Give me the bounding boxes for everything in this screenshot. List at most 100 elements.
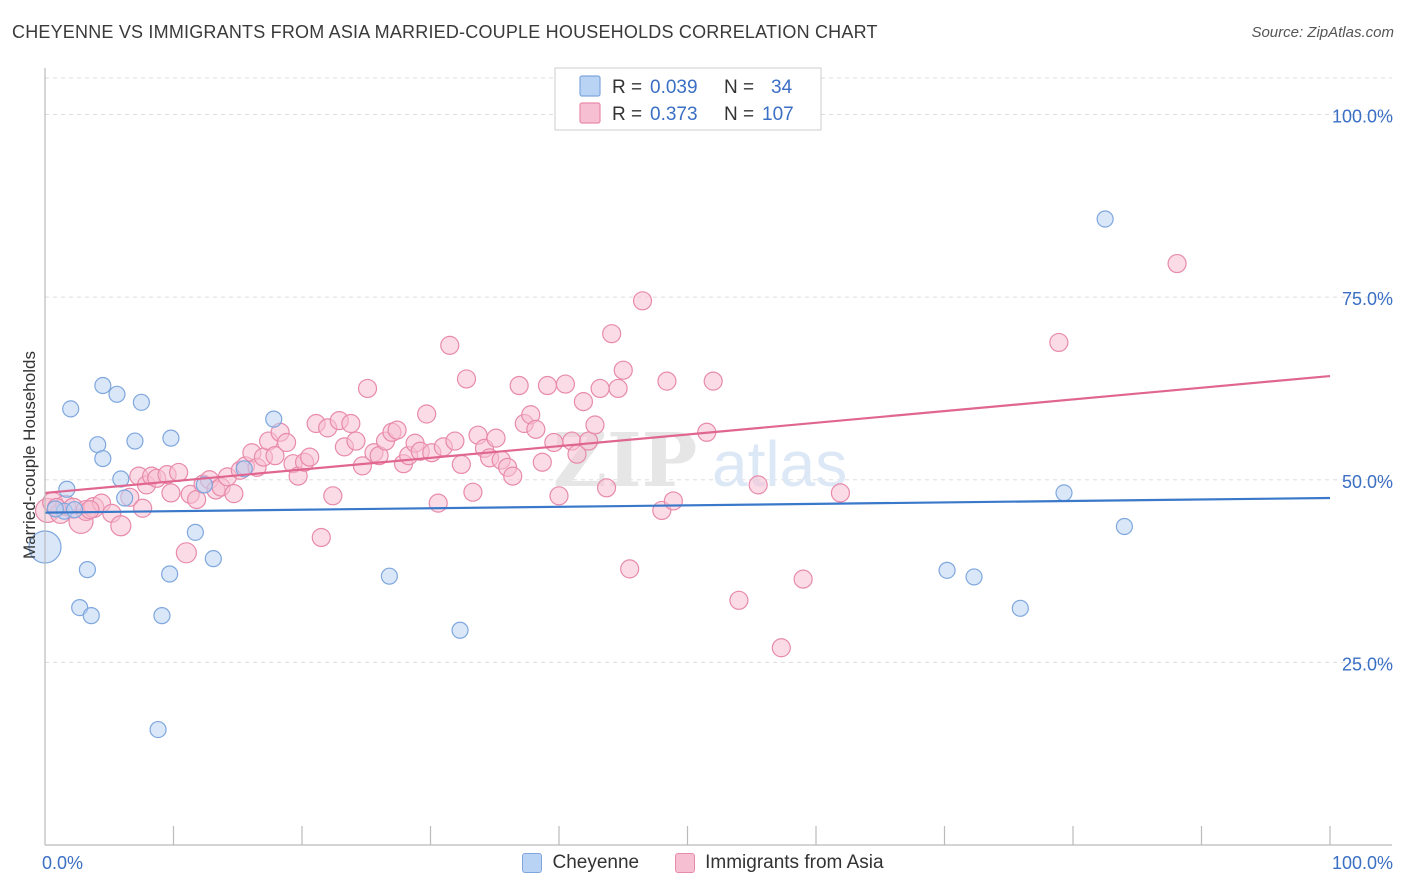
cheyenne-point [94, 449, 112, 468]
correlation-legend: R = 0.039 N = 34 R = 0.373 N = 107 [554, 67, 822, 131]
cheyenne-point [65, 501, 84, 519]
legend-swatch-asia [675, 853, 696, 873]
asia-point [620, 559, 640, 579]
asia-point [549, 486, 569, 506]
asia-point [1049, 332, 1069, 353]
cheyenne-point [186, 523, 204, 541]
legend-r-value: 0.039 [650, 77, 698, 98]
y-tick-label: 50.0% [1342, 472, 1393, 492]
source-label: Source: ZipAtlas.com [1251, 24, 1394, 41]
legend-label-asia: Immigrants from Asia [705, 852, 884, 873]
asia-point [526, 419, 546, 439]
asia-point [585, 415, 605, 435]
asia-point [509, 375, 529, 396]
cheyenne-point [78, 561, 97, 579]
cheyenne-point [126, 432, 144, 450]
asia-point [771, 638, 791, 658]
x-tick-label: 100.0% [1332, 853, 1393, 873]
asia-point [703, 371, 723, 391]
asia-point [729, 590, 749, 610]
asia-point [544, 432, 564, 453]
asia-point [573, 392, 594, 412]
asia-point [663, 491, 683, 511]
cheyenne-point [235, 460, 253, 478]
asia-point [555, 374, 576, 394]
cheyenne-point [94, 376, 112, 395]
points-layer [28, 210, 1187, 739]
asia-point [417, 404, 437, 424]
x-tick-label: 0.0% [42, 853, 83, 873]
asia-point [537, 375, 558, 396]
legend-n-value: 107 [762, 104, 794, 125]
asia-point [175, 542, 197, 564]
cheyenne-point [62, 400, 80, 418]
series-legend: Cheyenne Immigrants from Asia [0, 852, 1406, 874]
cheyenne-point [451, 621, 469, 639]
cheyenne-point [161, 565, 179, 583]
legend-label-cheyenne: Cheyenne [552, 852, 640, 873]
asia-point [613, 360, 633, 380]
legend-r-value: 0.373 [650, 104, 698, 125]
legend-item-asia: Immigrants from Asia [675, 852, 884, 874]
y-tick-label: 100.0% [1332, 107, 1393, 127]
trend-layer [44, 374, 1331, 514]
cheyenne-point [380, 567, 398, 585]
asia-point [602, 324, 622, 344]
cheyenne-point [1115, 517, 1134, 536]
asia-point [657, 371, 677, 391]
cheyenne-point [1096, 210, 1114, 228]
asia-point [428, 493, 448, 513]
cheyenne-point [58, 480, 76, 498]
legend-swatch-asia [579, 102, 601, 124]
legend-item-cheyenne: Cheyenne [522, 852, 639, 874]
asia-point [608, 378, 628, 399]
cheyenne-point [265, 410, 283, 428]
asia-point [224, 484, 244, 504]
cheyenne-point [46, 500, 64, 518]
asia-point [451, 454, 471, 475]
legend-r-label: R = [612, 104, 642, 125]
asia-point [748, 475, 768, 495]
asia-point [578, 431, 599, 451]
cheyenne-point [1055, 484, 1073, 502]
cheyenne-point [1011, 599, 1029, 617]
chart-title: CHEYENNE VS IMMIGRANTS FROM ASIA MARRIED… [12, 22, 878, 42]
legend-n-label: N = [724, 104, 754, 125]
asia-point [387, 420, 407, 440]
asia-point [80, 500, 100, 520]
y-axis-title: Married-couple Households [20, 351, 39, 559]
cheyenne-point [132, 393, 150, 411]
asia-point [311, 527, 331, 548]
grid-layer [45, 77, 1392, 663]
asia-point [1167, 253, 1187, 274]
cheyenne-point [108, 385, 126, 403]
asia-point [463, 482, 483, 502]
asia-point [456, 369, 477, 389]
cheyenne-point [153, 607, 171, 625]
asia-trend-line [44, 374, 1331, 495]
asia-point [265, 446, 285, 466]
legend-swatch-cheyenne [522, 853, 543, 873]
asia-point [133, 498, 153, 518]
asia-point [357, 378, 378, 399]
asia-point [445, 431, 465, 451]
asia-point [440, 335, 460, 355]
watermark: ZIP atlas [553, 418, 847, 504]
y-tick-label: 25.0% [1342, 654, 1393, 674]
watermark-atlas: atlas [712, 428, 847, 500]
asia-point [161, 483, 181, 503]
legend-swatch-cheyenne [579, 75, 601, 97]
cheyenne-point [116, 489, 134, 507]
axis-layer: 25.0% 50.0% 75.0% 100.0% 0.0% 100.0% [42, 68, 1393, 873]
asia-point [346, 431, 366, 451]
asia-point [341, 413, 361, 434]
y-tick-label: 75.0% [1342, 289, 1393, 309]
cheyenne-point [149, 720, 167, 739]
cheyenne-point [965, 568, 983, 586]
cheyenne-trend-line [44, 496, 1331, 514]
asia-point [830, 483, 851, 503]
cheyenne-point [204, 550, 222, 568]
asia-point [590, 378, 610, 399]
cheyenne-point [82, 607, 100, 625]
